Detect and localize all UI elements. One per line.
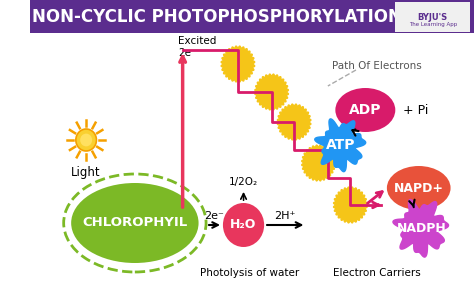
Polygon shape [393, 200, 448, 257]
Circle shape [80, 134, 92, 146]
Text: + Pi: + Pi [403, 103, 428, 116]
Text: Electron Carriers: Electron Carriers [333, 268, 420, 278]
Polygon shape [255, 74, 288, 110]
Bar [395, 2, 470, 32]
Text: Path Of Electrons: Path Of Electrons [332, 61, 421, 71]
Text: Excited
2e⁻: Excited 2e⁻ [178, 36, 216, 58]
Polygon shape [302, 145, 335, 181]
Circle shape [264, 83, 280, 101]
Circle shape [286, 113, 302, 131]
Circle shape [230, 55, 246, 73]
Text: NON-CYCLIC PHOTOPHOSPHORYLATION: NON-CYCLIC PHOTOPHOSPHORYLATION [32, 8, 402, 26]
Text: NAPD+: NAPD+ [394, 181, 444, 194]
Polygon shape [315, 119, 366, 172]
Bar [30, 0, 474, 33]
Circle shape [223, 203, 264, 247]
Text: CHLOROPHYIL: CHLOROPHYIL [82, 217, 188, 229]
Text: Photolysis of water: Photolysis of water [201, 268, 300, 278]
Polygon shape [221, 46, 255, 82]
Ellipse shape [335, 88, 395, 132]
Polygon shape [334, 187, 367, 223]
Text: 2H⁺: 2H⁺ [274, 211, 295, 221]
Text: BYJU'S: BYJU'S [418, 13, 448, 22]
Text: Light: Light [71, 166, 101, 179]
Circle shape [310, 154, 327, 172]
Text: H₂O: H₂O [230, 218, 257, 232]
Text: 2e⁻: 2e⁻ [205, 211, 224, 221]
Text: The Learning App: The Learning App [409, 22, 457, 26]
Text: ATP: ATP [326, 138, 356, 152]
Circle shape [76, 129, 96, 151]
Ellipse shape [71, 183, 199, 263]
Circle shape [342, 196, 359, 214]
Text: 1/2O₂: 1/2O₂ [229, 177, 258, 187]
Text: NADPH: NADPH [397, 221, 447, 234]
Ellipse shape [387, 166, 451, 210]
Polygon shape [277, 104, 311, 140]
Text: ADP: ADP [349, 103, 382, 117]
